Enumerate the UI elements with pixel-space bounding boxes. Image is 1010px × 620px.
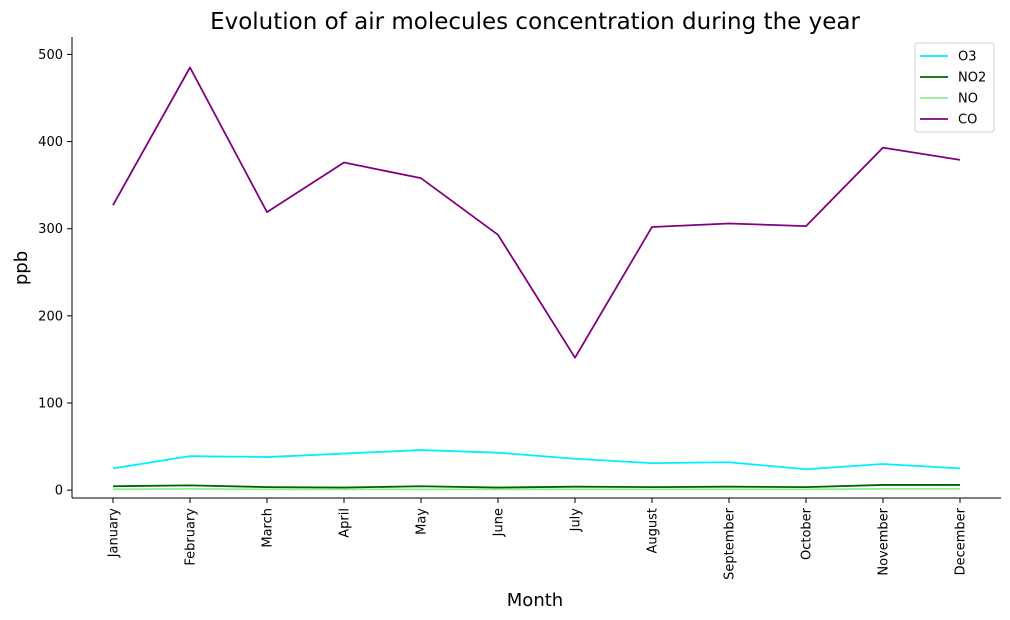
- legend-box: [914, 42, 995, 133]
- legend-label-no: NO: [958, 92, 978, 107]
- y-tick-label: 300: [38, 222, 63, 237]
- series-layer: [112, 66, 961, 491]
- x-tick-label: November: [877, 507, 892, 575]
- series-line-no2: [112, 484, 960, 489]
- chart-title: Evolution of air molecules concentration…: [210, 9, 860, 35]
- legend-label-co: CO: [958, 113, 977, 128]
- x-tick-label: January: [107, 508, 122, 559]
- x-axis-title: Month: [507, 590, 563, 611]
- y-tick-label: 500: [38, 48, 63, 63]
- legend-label-no2: NO2: [958, 71, 986, 86]
- y-tick-label: 100: [38, 397, 63, 412]
- x-tick-label: March: [261, 508, 276, 548]
- x-tick-label: July: [569, 508, 584, 533]
- series-line-co: [112, 66, 961, 359]
- series-line-o3: [112, 449, 961, 471]
- y-tick-label: 0: [55, 484, 63, 499]
- x-tick-label: October: [800, 507, 815, 560]
- axes: 0 100 200 300 400 500 January February March Apri…: [38, 37, 1001, 580]
- x-tick-label: May: [415, 508, 430, 535]
- x-tick-label: August: [646, 508, 661, 554]
- x-tick-label: February: [184, 508, 199, 566]
- x-tick-label: April: [338, 508, 353, 538]
- y-tick-label: 200: [38, 309, 63, 324]
- x-tick-label: June: [492, 508, 507, 537]
- legend-label-o3: O3: [958, 50, 977, 65]
- y-axis-title: ppb: [11, 251, 32, 285]
- x-tick-label: December: [954, 507, 969, 575]
- y-tick-label: 400: [38, 135, 63, 150]
- legend: O3 NO2 NO CO: [914, 42, 995, 133]
- x-tick-label: September: [723, 507, 738, 580]
